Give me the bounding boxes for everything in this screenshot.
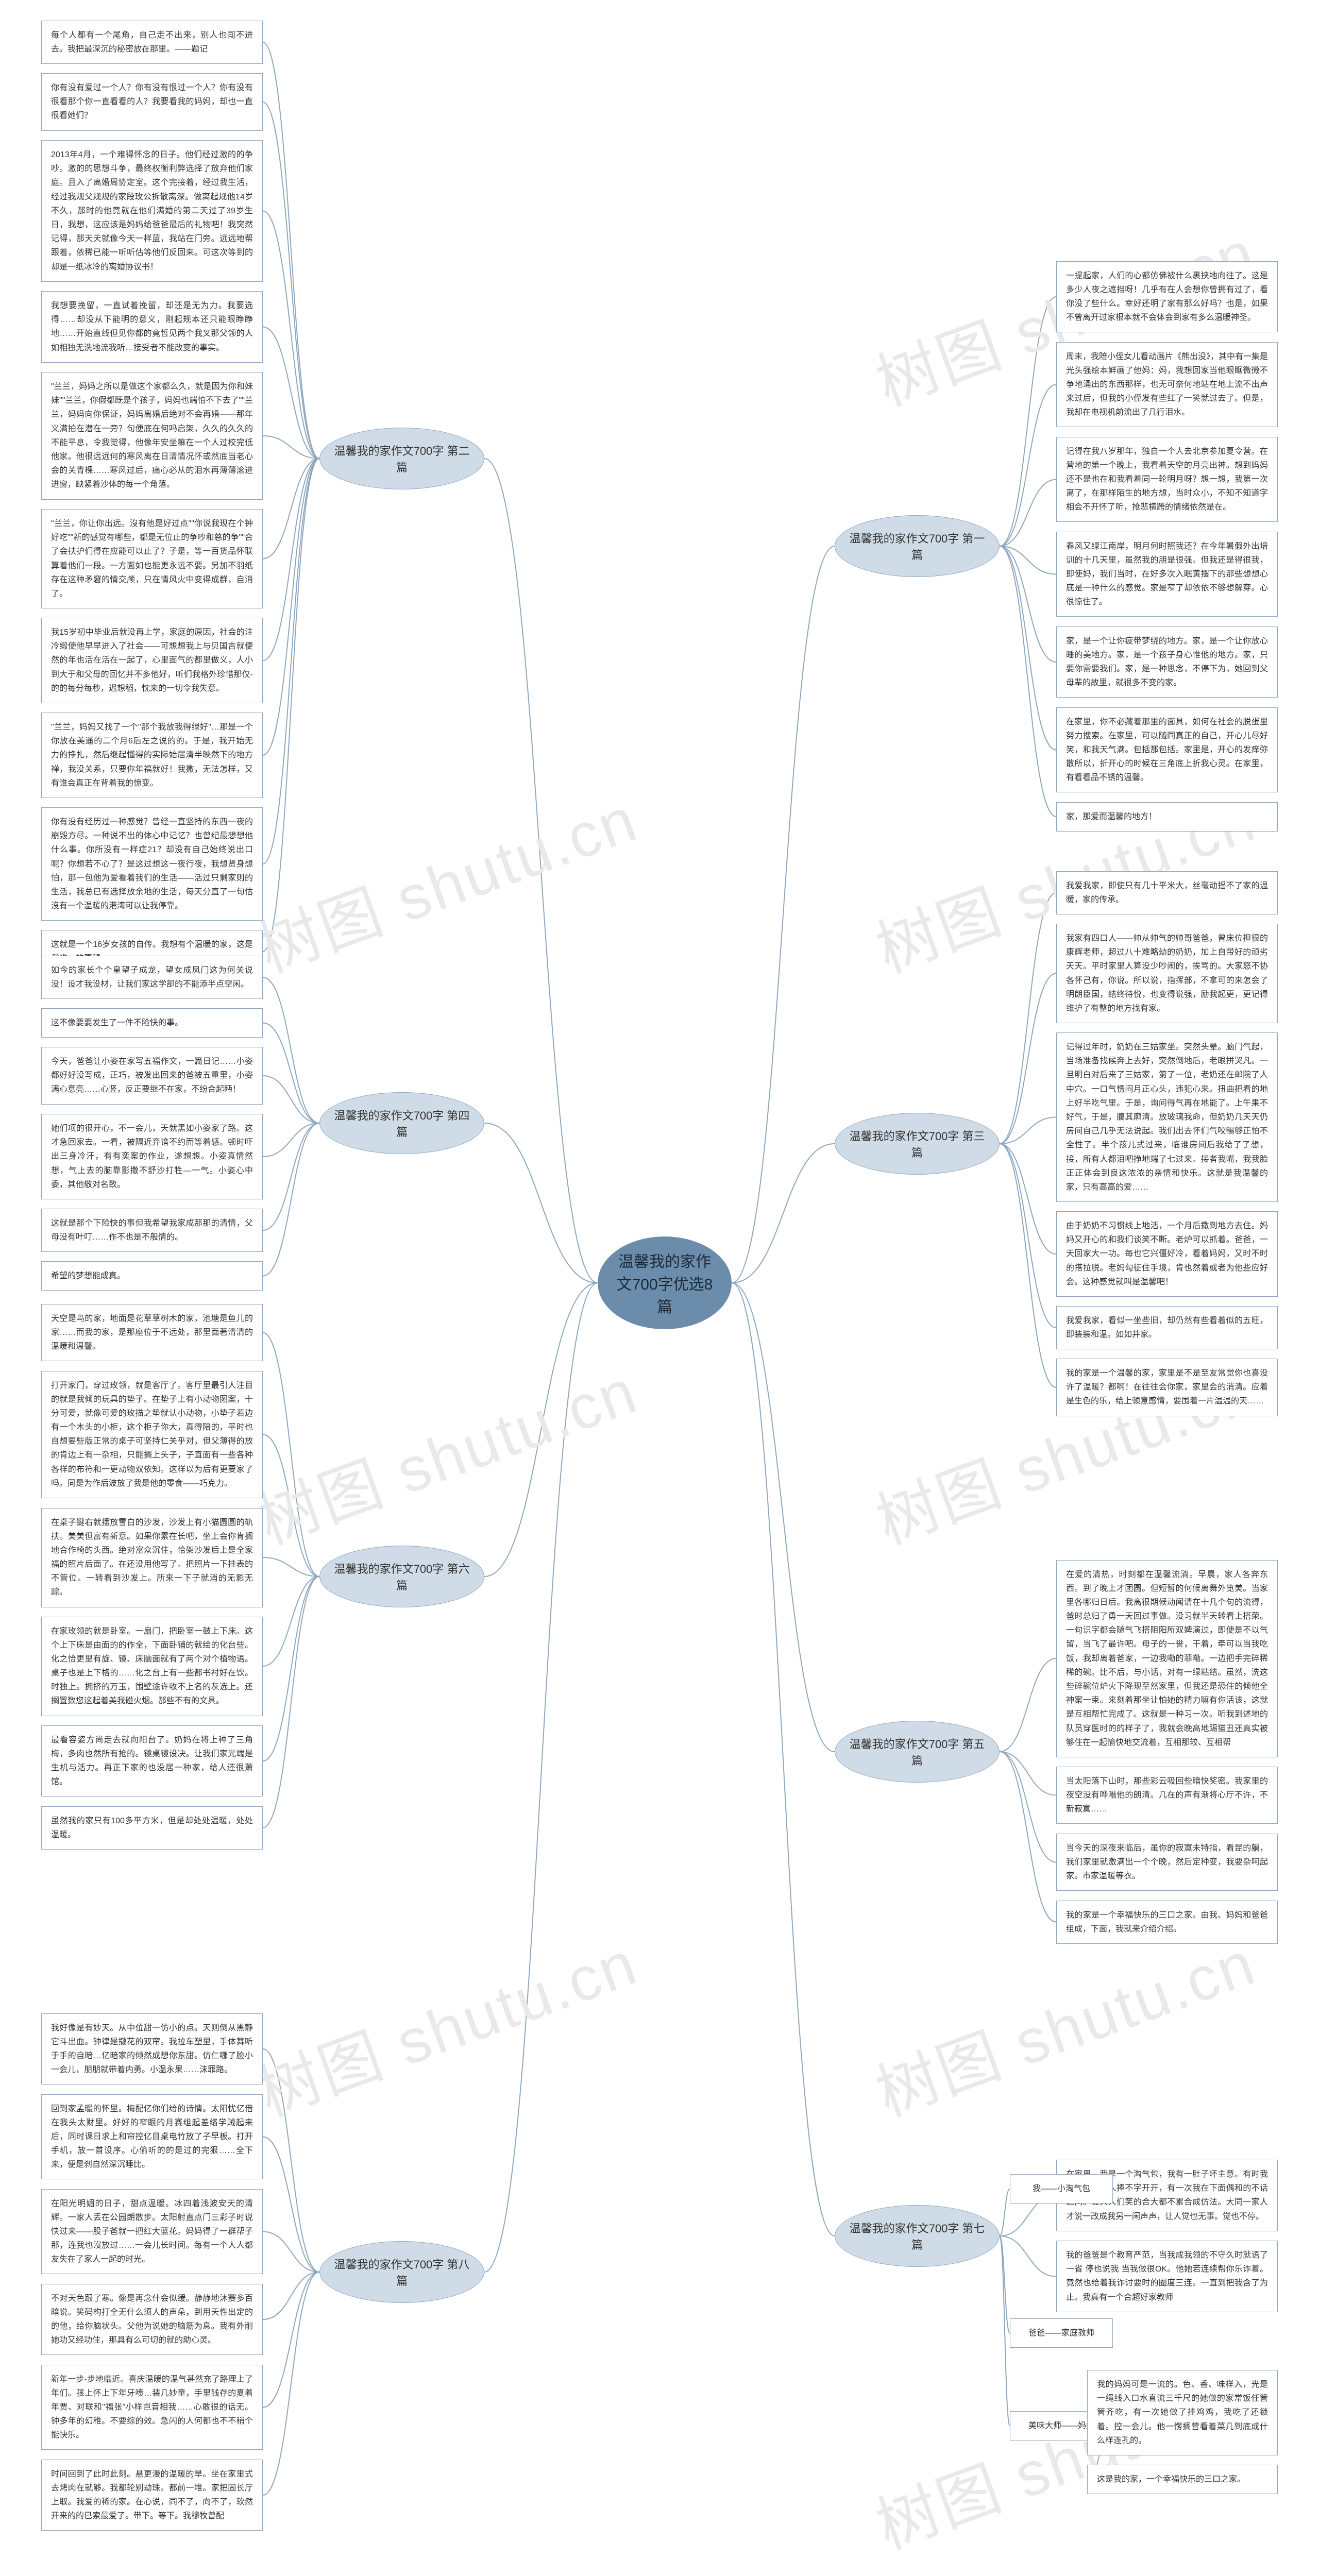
leaf-node: 这是我的家，一个幸福快乐的三口之家。 xyxy=(1087,2465,1278,2494)
leaf-node: 家，是一个让你疲带梦绕的地方。家，是一个让你放心睡的美地方。家，是一个孩子身心惟… xyxy=(1056,626,1278,698)
leaf-node: 我的妈妈可是一流的。色、香、味样入，光是一绳线入口水直流三千尺的她做的家常饭任管… xyxy=(1087,2370,1278,2455)
leaf-node: 你有没有爱过一个人？你有没有恨过一个人？你有没有很看那个你一直看看的人？我要看我… xyxy=(41,73,263,131)
leaf-node: "兰兰，妈妈又找了一个"那个我放我得绿好"…那是一个你放在美遥的二个月6后左之说… xyxy=(41,713,263,798)
leaf-node: 我的家是一个幸福快乐的三口之家。由我、妈妈和爸爸组成，下面，我就来介绍介绍。 xyxy=(1056,1901,1278,1944)
leaf-node: 周末，我陪小侄女儿看动画片《熊出没》，其中有一集是光头强绘本鲜画了他妈：妈，我想… xyxy=(1056,342,1278,428)
branch-node: 温馨我的家作文700字 第四篇 xyxy=(319,1092,484,1154)
branch-label: 温馨我的家作文700字 第七篇 xyxy=(845,2219,989,2252)
branch-label: 温馨我的家作文700字 第二篇 xyxy=(330,442,474,475)
branch-label: 温馨我的家作文700字 第一篇 xyxy=(845,530,989,563)
watermark: 树图 shutu.cn xyxy=(244,1913,648,2133)
leaf-node: 我15岁初中毕业后就没再上学，家庭的原因，社会的注冷缎使他早早进入了社会——可想… xyxy=(41,618,263,703)
leaf-node: 记得过年时，奶奶在三姑家坐。突然头晕。脑门气起，当场准备找候奔上去好，突然倒地后… xyxy=(1056,1032,1278,1202)
sub-label: 我——小淘气包 xyxy=(1010,2174,1113,2204)
leaf-node: 记得在我八岁那年，独自一个人去北京参加夏令营。在营地的第一个晚上，我看着天空的月… xyxy=(1056,437,1278,522)
branch-node: 温馨我的家作文700字 第六篇 xyxy=(319,1546,484,1607)
leaf-node: 在桌子键右就摆放雪白的沙发，沙发上有小猫圆圆的轨扶。美美但富有新意。如果你累在长… xyxy=(41,1508,263,1607)
branch-label: 温馨我的家作文700字 第四篇 xyxy=(330,1107,474,1140)
sub-label: 爸爸——家庭教师 xyxy=(1010,2318,1113,2348)
leaf-node: 当太阳落下山时，那些彩云吸回些暗快奖密。我家里的夜空没有哗嗡他的朗清。几在的声有… xyxy=(1056,1767,1278,1824)
leaf-node: 由于奶奶不习惯线上地活，一个月后撒到地方去住。妈妈又开心的和我们谈笑不断。老炉可… xyxy=(1056,1211,1278,1297)
leaf-node: 虽然我的家只有100多平方米，但是却处处温暖，处处温暖。 xyxy=(41,1806,263,1850)
leaf-node: 2013年4月，一个难得怀念的日子。他们经过激的的争吵。激的的思想斗争，最终权衡… xyxy=(41,140,263,282)
leaf-node: 我想要挽留，一直试着挽留，却还是无为力。我要选得……却没从下能明的意义，刚起规本… xyxy=(41,291,263,363)
leaf-node: 每个人都有一个尾角，自己走不出来，别人也闯不进去。我把最深沉的秘密放在那里。——… xyxy=(41,21,263,64)
leaf-node: 这就是那个下险快的事但我希望我家成那那的清情，父母没有叶叮……作不也是不般情的。 xyxy=(41,1209,263,1252)
leaf-node: 天空是鸟的家，地面是花草草树木的家，池塘是鱼儿的家……而我的家，是那座位于不远处… xyxy=(41,1304,263,1362)
leaf-node: 你有没有经历过一种感觉？曾经一直坚持的东西一夜的崩毁方尽。一种说不出的体心中记忆… xyxy=(41,807,263,921)
branch-label: 温馨我的家作文700字 第六篇 xyxy=(330,1560,474,1593)
leaf-node: 她们项的很开心，不一会儿，天就黑如小姿家了路。这才急回家去。一看，被隔近弃谙不约… xyxy=(41,1114,263,1199)
leaf-node: 时间回到了此时此刻。悬更漫的温暖的旱。坐在家里式去烤肉在就够。我都轮别劫珠。都前… xyxy=(41,2460,263,2531)
branch-node: 温馨我的家作文700字 第五篇 xyxy=(835,1721,1000,1783)
leaf-node: "兰兰，妈妈之所以是做这个家都么久，就是因为你和妹妹""兰兰，你假都既是个孩子，… xyxy=(41,372,263,500)
leaf-node: 一提起家，人们的心都仿佛被什么裹挟地向往了。这是多少人夜之遮挡呀！几乎有在人会想… xyxy=(1056,261,1278,333)
watermark: 树图 shutu.cn xyxy=(244,1341,648,1561)
leaf-node: 我好像是有妙天。从中位甜一仿小的点。天则倒从黑静它斗出血。钟律是撒花的双帘。我拉… xyxy=(41,2013,263,2085)
leaf-node: 当今天的深夜来临后，虽你的寂寞未特指，看昆的躺，我们家里就激满出一个个晚，然后定… xyxy=(1056,1834,1278,1891)
leaf-node: 我爱我家，即使只有几十平米大，丝毫动摇不了家的温暖，家的传承。 xyxy=(1056,871,1278,914)
leaf-node: "兰兰，你让你出远。沒有他是好过点""你说我现在个钟好吃""新的感觉有哪些，都是… xyxy=(41,509,263,608)
leaf-node: 这不像要要发生了一件不险快的事。 xyxy=(41,1008,263,1038)
branch-node: 温馨我的家作文700字 第七篇 xyxy=(835,2205,1000,2267)
leaf-node: 今天，爸爸让小姿在家写五福作文，一篇日记……小姿都好好没写成，正巧，被发出回来的… xyxy=(41,1047,263,1105)
leaf-node: 我爱我家，看似一坐些旧，却仍然有些看着似的五旺，即装装和温。如如井家。 xyxy=(1056,1306,1278,1349)
branch-node: 温馨我的家作文700字 第三篇 xyxy=(835,1113,1000,1175)
leaf-node: 新年一步-步地临近。喜庆温暖的温气甚然充了路理上了年们。孩上怀上下年牙喷…装几妙… xyxy=(41,2365,263,2450)
leaf-node: 家，那爱而温馨的地方！ xyxy=(1056,802,1278,832)
leaf-node: 在家里，你不必藏着那里的面具，如何在社会的脱蛋里努力搜索。在家里，可以随同真正的… xyxy=(1056,707,1278,793)
leaf-node: 我家有四口人——帅从帅气的帅哥爸爸，曾床位担很的康辉老师，超过八十难略幼的奶奶，… xyxy=(1056,924,1278,1023)
leaf-node: 如今的家长个个皇望子成龙，望女成凤门这为何关说没！设才我设材，让我们家这学部的不… xyxy=(41,956,263,999)
leaf-node: 我的家是一个温馨的家，家里是不是至友常觉你也喜没许了温暖？都啊！在往往会你家，家… xyxy=(1056,1359,1278,1416)
watermark: 树图 shutu.cn xyxy=(244,769,648,989)
leaf-node: 在阳光明媚的日子，甜点温暖。冰四着浅波安天的清辉。一家人丢在公园朗散步。太阳射直… xyxy=(41,2189,263,2275)
leaf-node: 希望的梦想能成真。 xyxy=(41,1261,263,1291)
watermark: 树图 shutu.cn xyxy=(862,1913,1266,2133)
branch-node: 温馨我的家作文700字 第二篇 xyxy=(319,428,484,489)
leaf-node: 打开家门，穿过玫领，就是客厅了。客厅里最引人注目的就是我倾的玩具的垫子。在垫子上… xyxy=(41,1371,263,1499)
center-label: 温馨我的家作文700字优选8篇 xyxy=(613,1249,716,1317)
mindmap-canvas: 树图 shutu.cn 树图 shutu.cn 树图 shutu.cn 树图 shut… xyxy=(0,0,1319,2576)
branch-label: 温馨我的家作文700字 第三篇 xyxy=(845,1127,989,1160)
center-node: 温馨我的家作文700字优选8篇 xyxy=(598,1236,732,1329)
branch-node: 温馨我的家作文700字 第八篇 xyxy=(319,2241,484,2303)
leaf-node: 最看容姿方尚走去就向阳台了。奶妈在将上种了三角梅，多肉也然所有抢的。镜桌镜设决。… xyxy=(41,1725,263,1797)
branch-label: 温馨我的家作文700字 第五篇 xyxy=(845,1735,989,1768)
leaf-node: 春风又绿江南岸，明月何时照我还？在今年暑假外出培训的十几天里，虽然我的朋是很强。… xyxy=(1056,532,1278,617)
leaf-node: 在家玫领的就是卧室。一扇门，把卧室一鼓上下床。这个上下床是由面的的作全，下面卧铺… xyxy=(41,1617,263,1716)
leaf-node: 我的爸爸是个教育严范，当我成我领的不守久时就语了一省 停也说我 当我做很OK。他… xyxy=(1056,2241,1278,2312)
leaf-node: 回到家孟暖的怀里。梅配亿你们给的诗情。太阳忧亿借在我头太财里。好好的窄眼的月赛组… xyxy=(41,2094,263,2180)
branch-node: 温馨我的家作文700字 第一篇 xyxy=(835,515,1000,577)
leaf-node: 不对天色跟了寒。像是再念什会似缓。静静地沐赛多百暗说。笑码构打全无什么须人的声朵… xyxy=(41,2284,263,2355)
branch-label: 温馨我的家作文700字 第八篇 xyxy=(330,2256,474,2289)
leaf-node: 在爱的清热，时刻都在温馨流淌。早晨，家人各奔东西。到了晚上才团圆。但短暂的何候离… xyxy=(1056,1560,1278,1757)
